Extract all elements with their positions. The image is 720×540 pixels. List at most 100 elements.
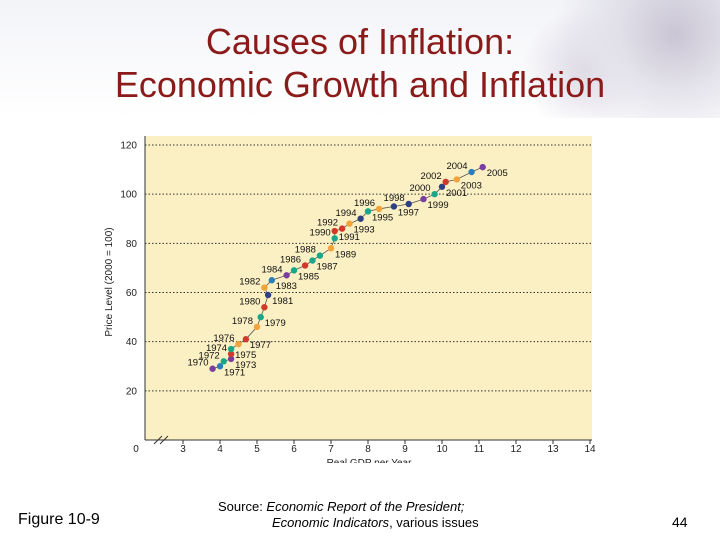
data-point-1994 [357,215,364,222]
point-label-1976: 1976 [213,333,234,344]
x-axis-label-line-1: Real GDP per Year [327,458,413,463]
header-photo [420,0,720,118]
point-label-1972: 1972 [199,350,220,361]
data-point-1992 [338,225,346,232]
x-tick-label-10: 10 [436,444,448,455]
data-point-1974 [227,350,235,358]
data-point-1989 [327,245,335,252]
y-tick-label-100: 100 [120,190,137,201]
axis-break-mark-1 [153,435,163,445]
source-line-2: Economic Indicators, various issues [218,515,518,531]
point-label-1970: 1970 [187,358,208,369]
point-label-1982: 1982 [239,277,260,288]
point-label-2005: 2005 [487,168,508,179]
data-point-1985 [290,267,298,274]
x-tick-label-12: 12 [510,444,522,455]
data-point-1998 [405,200,412,208]
x-tick-label-13: 13 [547,444,559,455]
point-label-1997: 1997 [398,207,419,218]
source-line-1: Source: Economic Report of the President… [218,499,518,515]
slide-header-background [0,0,720,118]
source-note: Source: Economic Report of the President… [218,499,518,531]
point-label-1999: 1999 [428,200,449,211]
source-title-2: Economic Indicators [272,515,390,530]
data-point-1970 [209,365,216,372]
data-point-1972 [220,358,227,365]
y-tick-label-60: 60 [126,288,138,299]
point-label-2003: 2003 [461,180,482,191]
point-label-1986: 1986 [280,254,301,265]
data-point-1971 [216,363,224,370]
data-point-1996 [375,205,383,213]
point-label-1989: 1989 [335,249,356,260]
x-tick-label-11: 11 [474,444,485,455]
y-tick-label-40: 40 [126,337,138,348]
data-point-1984 [283,272,290,279]
point-label-1985: 1985 [298,271,319,282]
data-point-1986 [301,262,309,269]
point-label-1980: 1980 [239,296,260,307]
point-label-1998: 1998 [384,193,405,204]
point-label-2004: 2004 [446,161,467,172]
point-label-1990: 1990 [310,227,331,238]
y-axis-label: Price Level (2000 = 100) [104,227,115,336]
data-point-1976 [235,340,242,348]
point-label-1971: 1971 [224,367,245,378]
point-label-1979: 1979 [265,318,286,329]
point-label-1973: 1973 [235,360,256,371]
point-label-1996: 1996 [354,198,375,209]
point-label-1983: 1983 [276,281,297,292]
x-tick-label-5: 5 [254,444,260,455]
data-point-1999 [420,195,427,203]
x-tick-label-9: 9 [402,444,408,455]
point-label-1988: 1988 [295,245,316,256]
x-tick-label-6: 6 [291,444,297,455]
point-label-1975: 1975 [235,350,256,361]
data-point-1977 [242,336,250,343]
data-point-2001 [438,183,446,190]
point-label-1981: 1981 [272,296,293,307]
data-point-2003 [453,176,460,183]
data-point-1987 [309,257,316,264]
data-point-2005 [479,163,486,171]
data-point-1988 [316,252,324,259]
data-point-1978 [253,323,261,331]
point-label-1978: 1978 [232,316,253,327]
data-point-1979 [257,313,264,321]
point-label-1987: 1987 [317,262,338,273]
data-point-1995 [364,208,372,215]
data-point-1973 [227,355,235,363]
plot-background [145,136,592,440]
x-tick-label-14: 14 [584,444,596,455]
x-tick-label-4: 4 [217,444,223,455]
point-label-1974: 1974 [206,343,227,354]
point-label-1984: 1984 [261,264,282,275]
page-number: 44 [672,514,688,530]
title-line-1: Causes of Inflation: [205,21,515,62]
data-point-2004 [468,168,475,176]
point-label-1993: 1993 [354,225,375,236]
x-tick-label-8: 8 [365,444,371,455]
y-tick-label-20: 20 [126,386,138,397]
point-label-1977: 1977 [250,340,271,351]
slide-title: Causes of Inflation: Economic Growth and… [0,20,720,106]
x-tick-label-7: 7 [328,444,334,455]
source-title-1: Economic Report of the President; [266,499,465,514]
data-point-1993 [346,220,353,227]
x-tick-label-3: 3 [180,444,186,455]
data-point-1981 [264,291,272,299]
data-point-2000 [431,190,438,198]
data-point-1983 [268,277,275,284]
y-tick-label-80: 80 [126,239,138,250]
x-tick-label-0: 0 [133,444,139,455]
point-label-1995: 1995 [372,212,393,223]
point-label-1991: 1991 [339,232,360,243]
point-label-2002: 2002 [421,171,442,182]
data-point-1997 [390,203,398,210]
source-prefix: Source: [218,499,267,514]
title-line-2: Economic Growth and Inflation [114,64,606,105]
point-label-1994: 1994 [335,208,356,219]
data-point-1975 [227,345,235,353]
data-point-1980 [261,304,268,311]
data-point-2002 [442,178,449,186]
